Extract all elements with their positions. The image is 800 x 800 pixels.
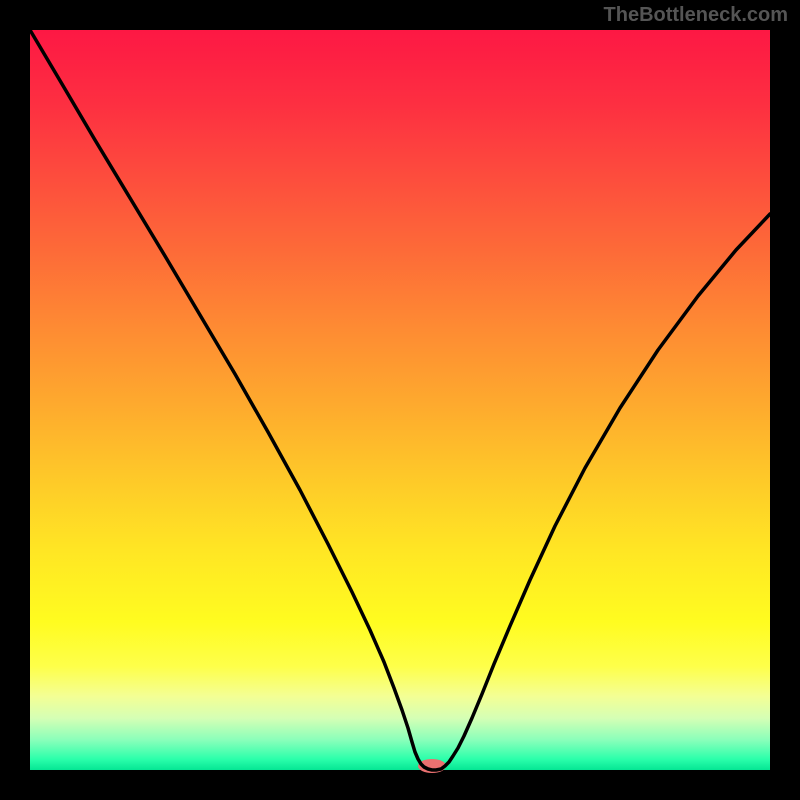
- plot-background: [30, 30, 770, 770]
- watermark-text: TheBottleneck.com: [604, 4, 788, 27]
- bottleneck-chart: TheBottleneck.com: [0, 0, 800, 800]
- chart-svg: [0, 0, 800, 800]
